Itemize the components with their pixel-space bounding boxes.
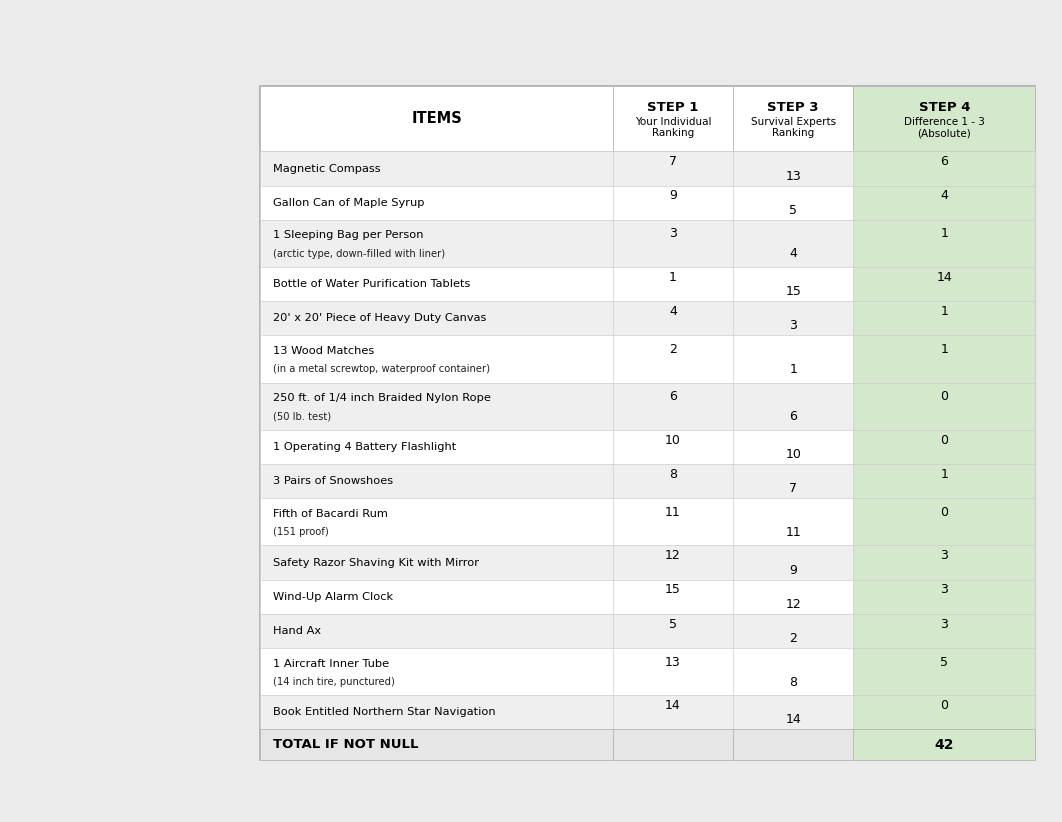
Text: 0: 0 <box>940 390 948 404</box>
Text: 12: 12 <box>785 598 801 611</box>
Text: 13: 13 <box>785 169 801 182</box>
Text: Bottle of Water Purification Tablets: Bottle of Water Purification Tablets <box>273 279 470 289</box>
Text: 11: 11 <box>665 506 681 519</box>
Text: 6: 6 <box>789 410 798 423</box>
Text: Gallon Can of Maple Syrup: Gallon Can of Maple Syrup <box>273 198 425 208</box>
Text: 7: 7 <box>789 483 798 495</box>
Text: 3: 3 <box>789 319 798 332</box>
Text: 9: 9 <box>669 189 676 202</box>
Text: (in a metal screwtop, waterproof container): (in a metal screwtop, waterproof contain… <box>273 364 490 374</box>
Text: 3: 3 <box>669 228 676 241</box>
Text: (14 inch tire, punctured): (14 inch tire, punctured) <box>273 677 395 687</box>
Text: 15: 15 <box>665 584 681 597</box>
Text: 1: 1 <box>669 270 676 284</box>
Text: (151 proof): (151 proof) <box>273 527 328 538</box>
Text: 2: 2 <box>669 343 676 356</box>
Text: 5: 5 <box>789 204 798 217</box>
Text: Hand Ax: Hand Ax <box>273 626 321 636</box>
Text: 20' x 20' Piece of Heavy Duty Canvas: 20' x 20' Piece of Heavy Duty Canvas <box>273 313 486 323</box>
Text: Wind-Up Alarm Clock: Wind-Up Alarm Clock <box>273 592 393 602</box>
Text: 12: 12 <box>665 549 681 562</box>
Text: 1: 1 <box>789 363 798 376</box>
Text: 13: 13 <box>665 656 681 668</box>
Text: 2: 2 <box>789 632 798 645</box>
Text: 14: 14 <box>937 270 953 284</box>
Text: 3 Pairs of Snowshoes: 3 Pairs of Snowshoes <box>273 476 393 486</box>
Text: 0: 0 <box>940 506 948 519</box>
Text: Your Individual
Ranking: Your Individual Ranking <box>635 117 712 138</box>
Text: 8: 8 <box>789 676 798 689</box>
Text: TOTAL IF NOT NULL: TOTAL IF NOT NULL <box>273 738 418 751</box>
Text: 1 Aircraft Inner Tube: 1 Aircraft Inner Tube <box>273 658 389 668</box>
Text: STEP 4: STEP 4 <box>919 101 970 114</box>
Text: 15: 15 <box>785 285 801 298</box>
Text: 6: 6 <box>669 390 676 404</box>
Text: 1: 1 <box>941 468 948 481</box>
Text: 4: 4 <box>789 247 798 261</box>
Text: 1 Operating 4 Battery Flashlight: 1 Operating 4 Battery Flashlight <box>273 442 457 452</box>
Text: 8: 8 <box>669 468 676 481</box>
Text: 42: 42 <box>935 738 954 752</box>
Text: 7: 7 <box>669 155 676 169</box>
Text: Magnetic Compass: Magnetic Compass <box>273 164 380 173</box>
Text: 3: 3 <box>941 584 948 597</box>
Text: 1 Sleeping Bag per Person: 1 Sleeping Bag per Person <box>273 230 424 240</box>
Text: 10: 10 <box>665 433 681 446</box>
Text: 250 ft. of 1/4 inch Braided Nylon Rope: 250 ft. of 1/4 inch Braided Nylon Rope <box>273 393 491 404</box>
Text: 5: 5 <box>669 617 676 630</box>
Text: 10: 10 <box>785 448 801 461</box>
Text: Fifth of Bacardi Rum: Fifth of Bacardi Rum <box>273 509 388 519</box>
Text: 14: 14 <box>665 699 681 712</box>
Text: 9: 9 <box>789 564 798 576</box>
Text: 3: 3 <box>941 549 948 562</box>
Text: (50 lb. test): (50 lb. test) <box>273 412 331 422</box>
Text: 0: 0 <box>940 433 948 446</box>
Text: 0: 0 <box>940 699 948 712</box>
Text: 4: 4 <box>941 189 948 202</box>
Text: 14: 14 <box>785 713 801 727</box>
Text: 4: 4 <box>669 305 676 318</box>
Text: ITEMS: ITEMS <box>411 111 462 127</box>
Text: STEP 1: STEP 1 <box>648 101 699 114</box>
Text: (arctic type, down-filled with liner): (arctic type, down-filled with liner) <box>273 249 445 259</box>
Text: STEP 3: STEP 3 <box>768 101 819 114</box>
Text: 1: 1 <box>941 305 948 318</box>
Text: 6: 6 <box>941 155 948 169</box>
Text: Survival Experts
Ranking: Survival Experts Ranking <box>751 117 836 138</box>
Text: 11: 11 <box>785 526 801 538</box>
Text: 5: 5 <box>940 656 948 668</box>
Text: Book Entitled Northern Star Navigation: Book Entitled Northern Star Navigation <box>273 707 496 718</box>
Text: Safety Razor Shaving Kit with Mirror: Safety Razor Shaving Kit with Mirror <box>273 557 479 567</box>
Text: 1: 1 <box>941 228 948 241</box>
Text: 1: 1 <box>941 343 948 356</box>
Text: Difference 1 - 3
(Absolute): Difference 1 - 3 (Absolute) <box>904 117 984 138</box>
Text: 3: 3 <box>941 617 948 630</box>
Text: 13 Wood Matches: 13 Wood Matches <box>273 346 374 356</box>
